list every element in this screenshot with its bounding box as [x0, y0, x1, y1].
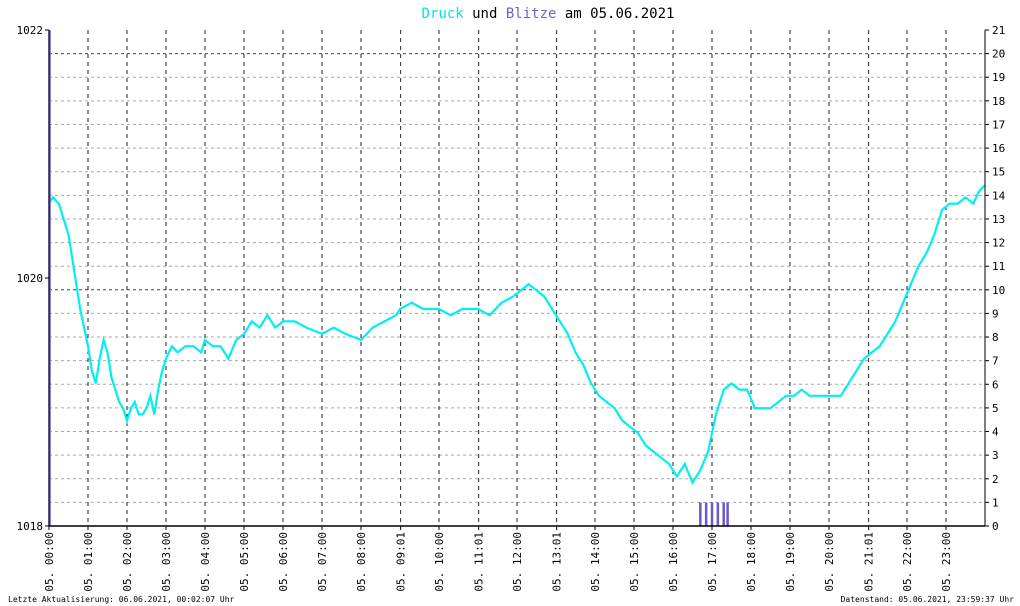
x-tick-label: 05. 07:00: [316, 532, 329, 592]
left-tick-label: 1022: [17, 24, 44, 37]
grid: [49, 30, 985, 526]
right-tick-label: 14: [992, 189, 1006, 202]
x-tick-label: 05. 17:00: [706, 532, 719, 592]
x-tick-label: 05. 06:00: [277, 532, 290, 592]
blitze-bar: [704, 502, 708, 526]
x-tick-label: 05. 02:00: [121, 532, 134, 592]
left-tick-label: 1018: [17, 520, 44, 533]
x-tick-label: 05. 21:01: [863, 532, 876, 592]
right-tick-label: 8: [992, 331, 999, 344]
x-tick-label: 05. 16:00: [667, 532, 680, 592]
x-tick-label: 05. 00:00: [43, 532, 56, 592]
right-tick-label: 10: [992, 284, 1005, 297]
blitze-bar: [722, 502, 725, 526]
right-tick-label: 19: [992, 71, 1005, 84]
last-update-text: Letzte Aktualisierung: 06.06.2021, 00:02…: [8, 595, 235, 604]
right-tick-label: 12: [992, 237, 1005, 250]
blitze-bar: [710, 502, 714, 526]
right-tick-label: 1: [992, 496, 999, 509]
data-timestamp-text: Datenstand: 05.06.2021, 23:59:37 Uhr: [840, 595, 1014, 604]
right-tick-label: 6: [992, 378, 999, 391]
title-part: Druck: [422, 6, 465, 22]
x-tick-label: 05. 08:00: [355, 532, 368, 592]
x-tick-label: 05. 18:00: [745, 532, 758, 592]
right-tick-label: 18: [992, 95, 1005, 108]
x-tick-label: 05. 22:00: [901, 532, 914, 592]
blitze-bar: [699, 502, 702, 526]
x-tick-label: 05. 19:00: [784, 532, 797, 592]
blitze-bar: [716, 502, 720, 526]
x-tick-label: 05. 14:00: [589, 532, 602, 592]
x-tick-label: 05. 13:01: [551, 532, 564, 592]
title-part: und: [464, 6, 506, 22]
x-tick-label: 05. 10:00: [433, 532, 446, 592]
chart-title: Druck und Blitze am 05.06.2021: [422, 6, 675, 22]
x-tick-label: 05. 01:00: [82, 532, 95, 592]
right-tick-label: 2: [992, 473, 999, 486]
right-tick-label: 4: [992, 426, 999, 439]
x-tick-label: 05. 11:01: [473, 532, 486, 592]
left-tick-label: 1020: [17, 272, 44, 285]
right-tick-label: 15: [992, 166, 1005, 179]
right-tick-label: 3: [992, 449, 999, 462]
right-tick-label: 16: [992, 142, 1005, 155]
right-tick-label: 9: [992, 307, 999, 320]
x-tick-label: 05. 23:00: [940, 532, 953, 592]
axes: 1018102010220123456789101112131415161718…: [17, 24, 1006, 592]
blitze-bar: [726, 502, 729, 526]
right-tick-label: 21: [992, 24, 1005, 37]
right-tick-label: 7: [992, 355, 999, 368]
x-tick-label: 05. 03:00: [160, 532, 173, 592]
x-tick-label: 05. 05:00: [238, 532, 251, 592]
x-tick-label: 05. 04:00: [199, 532, 212, 592]
druck-line: [48, 184, 986, 485]
right-tick-label: 5: [992, 402, 999, 415]
x-tick-label: 05. 09:01: [395, 532, 408, 592]
right-tick-label: 13: [992, 213, 1005, 226]
right-tick-label: 0: [992, 520, 999, 533]
x-tick-label: 05. 12:00: [511, 532, 524, 592]
right-tick-label: 11: [992, 260, 1005, 273]
x-tick-label: 05. 15:00: [628, 532, 641, 592]
right-tick-label: 17: [992, 118, 1005, 131]
title-part: am 05.06.2021: [556, 6, 674, 22]
title-part: Blitze: [506, 6, 557, 22]
x-tick-label: 05. 20:00: [823, 532, 836, 592]
right-tick-label: 20: [992, 48, 1005, 61]
